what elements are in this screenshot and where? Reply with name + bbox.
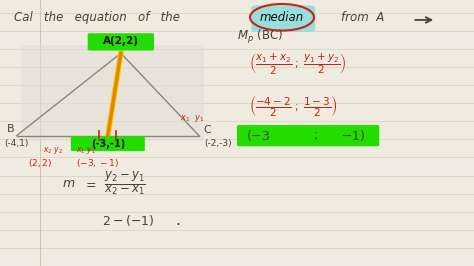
Text: $.$: $.$ bbox=[175, 213, 181, 228]
FancyBboxPatch shape bbox=[251, 5, 315, 32]
Text: from  A: from A bbox=[341, 11, 384, 24]
Text: median: median bbox=[260, 11, 304, 24]
Text: (-4,1): (-4,1) bbox=[5, 139, 29, 148]
Text: Cal   the   equation   of   the: Cal the equation of the bbox=[14, 11, 180, 24]
Text: $x_1$  $y_1$: $x_1$ $y_1$ bbox=[180, 113, 205, 124]
Text: $m$: $m$ bbox=[62, 177, 75, 190]
Text: $;$: $;$ bbox=[313, 129, 318, 142]
Text: $\left(\dfrac{-4-2}{2}\ ;\ \dfrac{1-3}{2}\right)$: $\left(\dfrac{-4-2}{2}\ ;\ \dfrac{1-3}{2… bbox=[249, 93, 337, 119]
FancyBboxPatch shape bbox=[88, 33, 154, 51]
Text: B: B bbox=[7, 124, 15, 134]
Text: C: C bbox=[204, 125, 211, 135]
Text: $\dfrac{y_2-y_1}{x_2-x_1}$: $\dfrac{y_2-y_1}{x_2-x_1}$ bbox=[104, 170, 146, 197]
Text: $(-3,-1)$: $(-3,-1)$ bbox=[76, 157, 119, 169]
Text: $2-(-1)$: $2-(-1)$ bbox=[102, 213, 155, 228]
Text: $x_1\ y_1$: $x_1\ y_1$ bbox=[76, 145, 96, 156]
Text: $=$: $=$ bbox=[83, 177, 97, 190]
Text: $(-3$: $(-3$ bbox=[246, 128, 271, 143]
Text: (-3,-1): (-3,-1) bbox=[91, 139, 125, 149]
Text: $-1)$: $-1)$ bbox=[341, 128, 365, 143]
Text: $M_p$ (BC): $M_p$ (BC) bbox=[237, 28, 283, 46]
Text: (-2,-3): (-2,-3) bbox=[204, 139, 231, 148]
FancyBboxPatch shape bbox=[71, 136, 145, 151]
Text: $(2,2)$: $(2,2)$ bbox=[28, 157, 53, 169]
FancyBboxPatch shape bbox=[237, 125, 379, 146]
Text: A(2,2): A(2,2) bbox=[103, 36, 139, 46]
FancyBboxPatch shape bbox=[21, 45, 204, 141]
Text: $x_2\ y_2$: $x_2\ y_2$ bbox=[43, 145, 63, 156]
Text: $\left(\dfrac{x_1+x_2}{2}\ ;\ \dfrac{y_1+y_2}{2}\right)$: $\left(\dfrac{x_1+x_2}{2}\ ;\ \dfrac{y_1… bbox=[249, 51, 346, 76]
